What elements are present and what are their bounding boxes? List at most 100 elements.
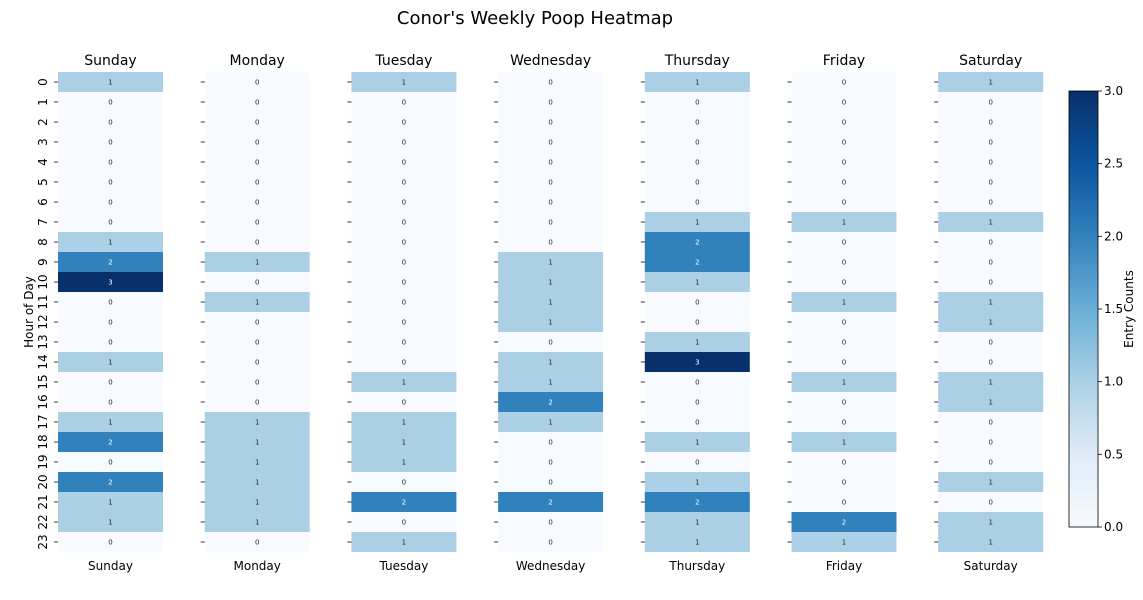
panel-title: Sunday (84, 53, 136, 69)
cell-value-label: 0 (988, 499, 992, 507)
cell-value-label: 0 (988, 279, 992, 287)
heatmap-cell (938, 492, 1044, 512)
cell-value-label: 1 (402, 79, 406, 87)
heatmap-cell (644, 492, 750, 512)
heatmap-cell (791, 372, 897, 392)
heatmap-cell (791, 432, 897, 452)
heatmap-cell (791, 312, 897, 332)
heatmap-cell (498, 432, 604, 452)
heatmap-cell (644, 372, 750, 392)
heatmap-cell (58, 212, 163, 232)
cell-value-label: 0 (842, 359, 846, 367)
cell-value-label: 0 (108, 459, 112, 467)
cell-value-label: 0 (548, 179, 552, 187)
heatmap-cell (351, 72, 457, 92)
heatmap-cell (498, 512, 604, 532)
cell-value-label: 0 (402, 299, 406, 307)
heatmap-cell (644, 272, 750, 292)
cell-value-label: 1 (988, 219, 992, 227)
heatmap-cell (58, 92, 163, 112)
cell-value-label: 1 (988, 79, 992, 87)
colorbar-tick-label: 2.0 (1104, 229, 1123, 243)
heatmap-cell (791, 452, 897, 472)
cell-value-label: 0 (402, 279, 406, 287)
heatmap-cell (58, 392, 163, 412)
cell-value-label: 0 (842, 399, 846, 407)
cell-value-label: 0 (402, 359, 406, 367)
heatmap-cell (351, 272, 457, 292)
cell-value-label: 0 (988, 179, 992, 187)
cell-value-label: 0 (108, 199, 112, 207)
cell-value-label: 0 (548, 479, 552, 487)
panel-title: Friday (823, 53, 865, 69)
cell-value-label: 0 (842, 139, 846, 147)
cell-value-label: 1 (108, 419, 112, 427)
cell-value-label: 0 (842, 99, 846, 107)
cell-value-label: 2 (842, 519, 846, 527)
cell-value-label: 0 (695, 99, 699, 107)
heatmap-cell (351, 532, 457, 552)
heatmap-cell (498, 272, 604, 292)
hour-tick-label: 10 (36, 274, 50, 289)
heatmap-cell (938, 272, 1044, 292)
heatmap-cell (351, 392, 457, 412)
cell-value-label: 0 (255, 79, 259, 87)
heatmap-cell (938, 172, 1044, 192)
cell-value-label: 1 (988, 399, 992, 407)
heatmap-cell (204, 512, 310, 532)
day-panel-wednesday: Wednesday Wednesday 0 0 0 0 0 0 0 0 0 1 1 1 1 0 1 1 2 1 0 0 0 2… (494, 53, 604, 573)
cell-value-label: 0 (695, 399, 699, 407)
heatmap-cell (498, 532, 604, 552)
cell-value-label: 0 (255, 199, 259, 207)
cell-value-label: 0 (988, 259, 992, 267)
cell-value-label: 0 (548, 539, 552, 547)
cell-value-label: 1 (255, 499, 259, 507)
cell-value-label: 1 (695, 519, 699, 527)
heatmap-cell (58, 232, 163, 252)
heatmap-cell (644, 352, 750, 372)
heatmap-cell (58, 372, 163, 392)
colorbar-tick-label: 3.0 (1104, 84, 1123, 98)
heatmap-cell (204, 472, 310, 492)
cell-value-label: 2 (108, 479, 112, 487)
heatmap-cell (204, 252, 310, 272)
cell-value-label: 1 (548, 359, 552, 367)
heatmap-cell (938, 532, 1044, 552)
cell-value-label: 1 (255, 419, 259, 427)
hour-tick-label: 4 (36, 158, 50, 166)
heatmap-cell (498, 472, 604, 492)
cell-value-label: 0 (695, 179, 699, 187)
heatmap-cell (644, 472, 750, 492)
cell-value-label: 0 (402, 179, 406, 187)
cell-value-label: 3 (108, 279, 112, 287)
heatmap-cell (351, 172, 457, 192)
cell-value-label: 1 (695, 439, 699, 447)
cell-value-label: 2 (108, 259, 112, 267)
heatmap-cell (351, 132, 457, 152)
heatmap-cell (498, 492, 604, 512)
heatmap-cell (644, 212, 750, 232)
cell-value-label: 1 (548, 419, 552, 427)
panel-title: Saturday (959, 53, 1022, 69)
heatmap-cell (204, 312, 310, 332)
panel-title: Wednesday (510, 53, 591, 69)
cell-value-label: 0 (255, 319, 259, 327)
cell-value-label: 0 (548, 79, 552, 87)
heatmap-cell (791, 532, 897, 552)
cell-value-label: 1 (255, 299, 259, 307)
cell-value-label: 1 (402, 419, 406, 427)
panel-x-label: Thursday (668, 559, 725, 573)
heatmap-cell (58, 172, 163, 192)
cell-value-label: 1 (988, 479, 992, 487)
y-axis-label: Hour of Day (22, 276, 36, 348)
cell-value-label: 0 (988, 359, 992, 367)
heatmap-cell (938, 432, 1044, 452)
heatmap-cell (498, 392, 604, 412)
cell-value-label: 0 (402, 519, 406, 527)
hour-tick-label: 9 (36, 258, 50, 266)
hour-tick-label: 22 (36, 514, 50, 529)
cell-value-label: 0 (255, 139, 259, 147)
heatmap-cell (351, 332, 457, 352)
heatmap-cell (644, 92, 750, 112)
cell-value-label: 1 (548, 299, 552, 307)
